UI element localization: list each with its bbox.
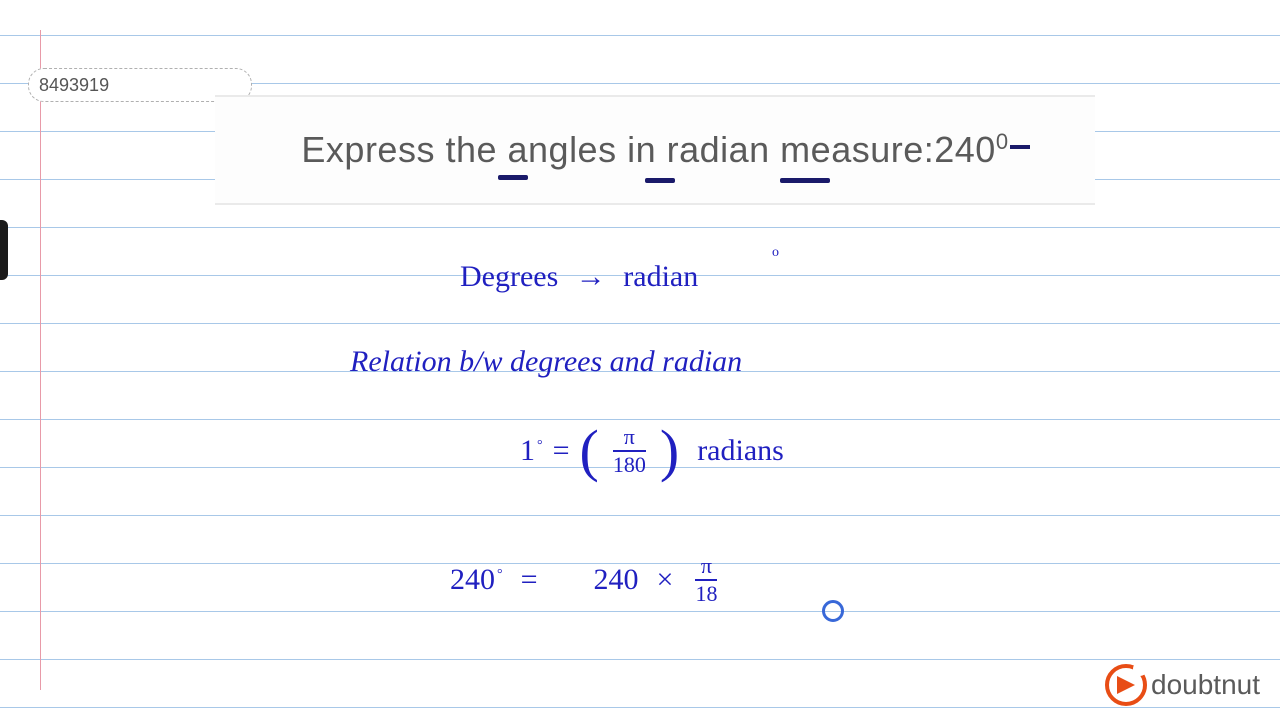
hw-degrees: Degrees xyxy=(460,260,558,293)
calc-240: 240 xyxy=(450,563,495,596)
question-id-text: 8493919 xyxy=(39,75,109,96)
handwritten-formula: 1° = ( π 180 ) radians xyxy=(520,425,784,477)
fraction-denominator: 180 xyxy=(613,454,646,476)
question-box: Express the angles in radian measure:240… xyxy=(215,95,1095,205)
question-exponent: 0 xyxy=(996,129,1009,154)
calc-mult-left: 240 xyxy=(594,563,639,597)
fraction-denominator: 18 xyxy=(695,583,717,605)
fraction: π 180 xyxy=(613,426,646,476)
fraction-numerator: π xyxy=(624,426,635,448)
left-edge-shadow xyxy=(0,220,8,280)
doubtnut-logo[interactable]: doubtnut xyxy=(1105,664,1260,706)
times-sign: × xyxy=(657,563,674,597)
equals-sign: = xyxy=(553,434,570,468)
hw-relation-text: Relation b/w degrees and radian xyxy=(350,345,742,378)
hw-radian: radian xyxy=(623,260,698,293)
radian-superscript: o xyxy=(772,245,779,261)
handwritten-calculation: 240° = 240 × π 18 xyxy=(450,555,721,605)
formula-lhs: 1° xyxy=(520,434,543,468)
calc-lhs: 240° xyxy=(450,563,503,597)
question-text: Express the angles in radian measure:240… xyxy=(301,129,1008,171)
arrow-icon: → xyxy=(576,260,606,294)
handwritten-line-1: Degrees → radian xyxy=(460,260,698,294)
underline-mark xyxy=(780,178,830,183)
right-paren: ) xyxy=(660,425,679,477)
fraction: π 18 xyxy=(695,555,717,605)
degree-symbol: ° xyxy=(497,567,503,582)
margin-line xyxy=(40,30,41,690)
underline-mark xyxy=(645,178,675,183)
logo-play-icon xyxy=(1105,664,1147,706)
fraction-numerator: π xyxy=(701,555,712,577)
handwritten-line-2: Relation b/w degrees and radian xyxy=(350,345,742,379)
logo-text: doubtnut xyxy=(1151,669,1260,701)
dash-mark xyxy=(1010,145,1030,149)
left-paren: ( xyxy=(580,425,599,477)
question-prefix: Express the angles in radian measure: xyxy=(301,129,934,170)
formula-one: 1 xyxy=(520,434,535,467)
question-value: 240 xyxy=(934,129,996,170)
degree-symbol: ° xyxy=(537,438,543,453)
circle-annotation xyxy=(822,600,844,622)
formula-unit: radians xyxy=(697,434,784,468)
equals-sign: = xyxy=(521,563,538,597)
underline-mark xyxy=(498,175,528,180)
